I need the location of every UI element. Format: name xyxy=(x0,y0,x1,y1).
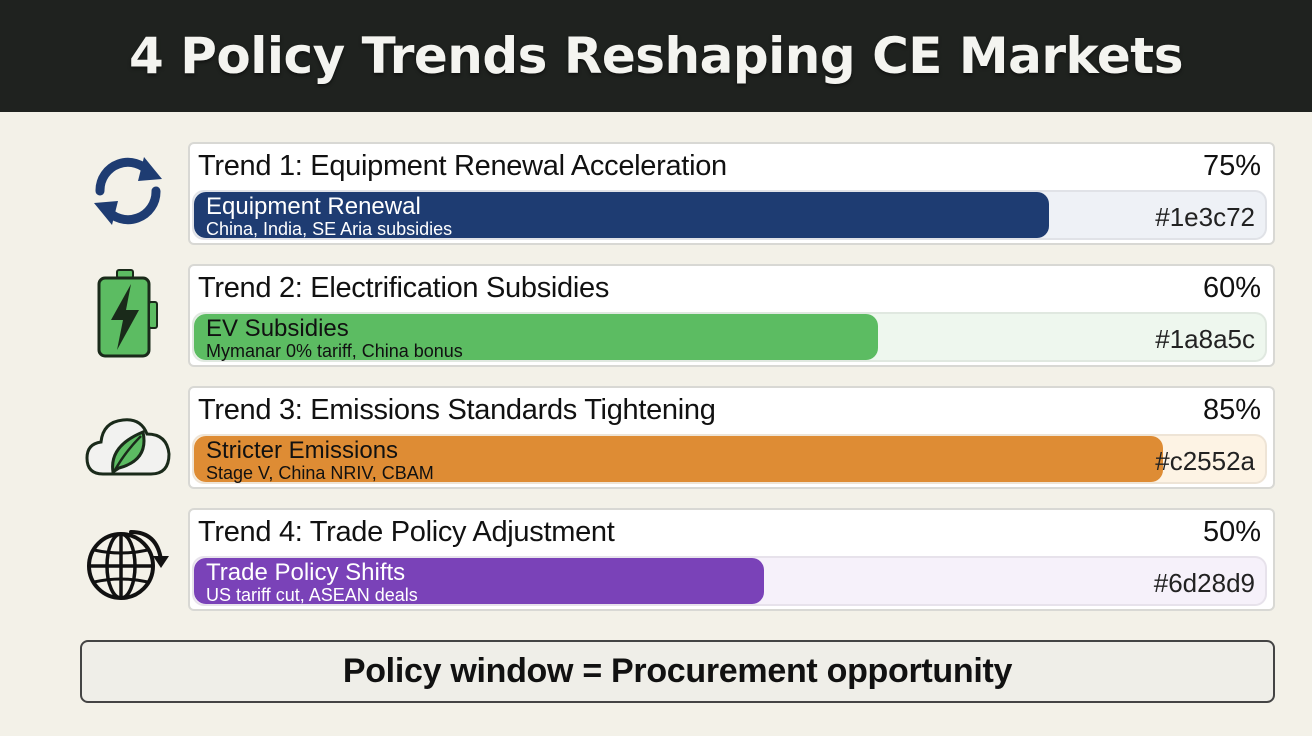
bar-fill xyxy=(194,314,878,360)
takeaway-banner: Policy window = Procurement opportunity xyxy=(80,640,1275,703)
trend-card-1: Trend 1: Equipment Renewal Acceleration … xyxy=(188,142,1275,245)
battery-bolt-icon xyxy=(82,268,174,360)
trend-title: Trend 2: Electrification Subsidies xyxy=(198,272,610,304)
bar-fill xyxy=(194,436,1163,482)
bar-fill xyxy=(194,192,1049,238)
bar-hex-code: #c2552a xyxy=(1155,446,1255,476)
trend-card-3: Trend 3: Emissions Standards Tightening … xyxy=(188,386,1275,489)
bar-label: EV Subsidies xyxy=(206,315,349,342)
bar-track: EV Subsidies Mymanar 0% tariff, China bo… xyxy=(192,312,1267,362)
trend-percent: 50% xyxy=(1202,516,1261,548)
page-title: 4 Policy Trends Reshaping CE Markets xyxy=(129,27,1183,85)
bar-label: Equipment Renewal xyxy=(206,193,421,220)
bar-sublabel: US tariff cut, ASEAN deals xyxy=(206,585,418,605)
trend-card-2: Trend 2: Electrification Subsidies 60% E… xyxy=(188,264,1275,367)
trend-percent: 75% xyxy=(1202,150,1261,182)
trend-card-4: Trend 4: Trade Policy Adjustment 50% Tra… xyxy=(188,508,1275,611)
refresh-icon xyxy=(82,145,174,237)
bar-track: Trade Policy Shifts US tariff cut, ASEAN… xyxy=(192,556,1267,606)
bar-track: Stricter Emissions Stage V, China NRIV, … xyxy=(192,434,1267,484)
bar-hex-code: #1a8a5c xyxy=(1155,324,1255,354)
takeaway-text: Policy window = Procurement opportunity xyxy=(342,652,1013,690)
bar-sublabel: China, India, SE Aria subsidies xyxy=(206,219,453,239)
cloud-leaf-icon xyxy=(82,398,174,490)
trend-percent: 60% xyxy=(1202,272,1261,304)
bar-fill xyxy=(194,558,764,604)
trend-title: Trend 3: Emissions Standards Tightening xyxy=(198,394,716,426)
trend-percent: 85% xyxy=(1202,394,1261,426)
page-header: 4 Policy Trends Reshaping CE Markets xyxy=(0,0,1312,112)
bar-label: Trade Policy Shifts xyxy=(206,559,406,586)
trend-title: Trend 4: Trade Policy Adjustment xyxy=(198,516,615,548)
bar-hex-code: #1e3c72 xyxy=(1155,202,1255,232)
bar-track: Equipment Renewal China, India, SE Aria … xyxy=(192,190,1267,240)
bar-sublabel: Mymanar 0% tariff, China bonus xyxy=(206,341,463,361)
bar-sublabel: Stage V, China NRIV, CBAM xyxy=(206,463,434,483)
bar-hex-code: #6d28d9 xyxy=(1153,568,1255,598)
trend-title: Trend 1: Equipment Renewal Acceleration xyxy=(198,150,727,182)
globe-arrow-icon xyxy=(82,518,174,610)
bar-label: Stricter Emissions xyxy=(206,437,399,464)
